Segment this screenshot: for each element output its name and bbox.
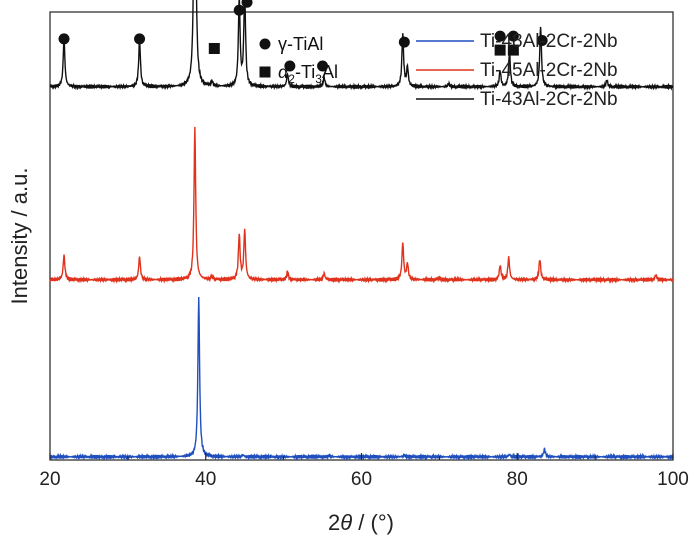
alpha2-ti3al-marker: [208, 42, 220, 54]
y-axis-label: Intensity / a.u.: [7, 168, 32, 305]
x-tick-label: 20: [39, 469, 60, 490]
x-tick-label: 40: [195, 469, 216, 490]
legend-label-ti43: Ti-43Al-2Cr-2Nb: [480, 89, 618, 110]
phase-markers: [58, 0, 548, 72]
gamma-tial-marker: [317, 60, 329, 72]
gamma-tial-marker: [58, 33, 70, 45]
x-tick-label: 100: [657, 469, 689, 490]
alpha2-ti3al-marker: [494, 44, 506, 56]
legend-gamma-tial: γ-TiAl: [278, 34, 323, 54]
legend-sub-3: 3: [315, 72, 322, 86]
series-legend: Ti-48Al-2Cr-2Nb Ti-45Al-2Cr-2Nb Ti-43Al-…: [416, 31, 618, 110]
series-line-3: [49, 0, 674, 91]
legend-label-ti48: Ti-48Al-2Cr-2Nb: [480, 31, 618, 52]
series-line-2: [49, 126, 674, 284]
alpha2-ti3al-marker: [507, 44, 519, 56]
gamma-tial-marker: [398, 36, 410, 48]
gamma-tial-marker: [134, 33, 146, 45]
legend-ti: -Ti: [295, 62, 315, 82]
series-line-1: [49, 296, 674, 462]
legend-square-marker: [259, 66, 271, 78]
legend-alpha2-ti3al: α2-Ti3Al: [278, 62, 338, 86]
x-axis-label-unit: / (°): [352, 510, 394, 535]
legend-label-ti45: Ti-45Al-2Cr-2Nb: [480, 60, 618, 81]
x-axis-label-prefix: 2: [328, 510, 340, 535]
gamma-tial-marker: [241, 0, 253, 8]
x-axis-label: 2θ / (°): [328, 510, 394, 535]
x-tick-label: 80: [507, 469, 528, 490]
x-axis-label-theta: θ: [340, 510, 352, 535]
gamma-tial-marker: [284, 60, 296, 72]
gamma-tial-marker: [494, 30, 506, 42]
x-axis-ticks: 20 40 60 80 100: [39, 453, 689, 490]
legend-circle-marker: [259, 38, 271, 50]
legend-sub-2: 2: [288, 72, 295, 86]
x-tick-label: 60: [351, 469, 372, 490]
gamma-tial-marker: [536, 35, 548, 47]
gamma-tial-marker: [507, 30, 519, 42]
legend-al: Al: [322, 62, 338, 82]
phase-legend: γ-TiAl α2-Ti3Al: [259, 34, 338, 86]
gamma-tial-marker: [233, 4, 245, 16]
legend-alpha: α: [278, 62, 289, 82]
